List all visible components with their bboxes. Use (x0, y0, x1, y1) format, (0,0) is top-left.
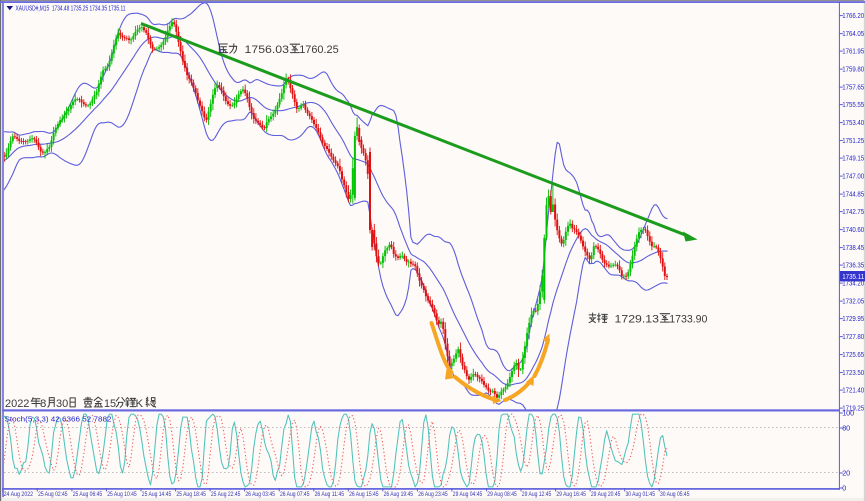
svg-text:1738.45: 1738.45 (842, 243, 864, 252)
svg-text:100: 100 (842, 409, 854, 418)
svg-text:1719.25: 1719.25 (842, 404, 864, 413)
svg-text:XAUUSD#,M15 1734.48 1735.25 1: XAUUSD#,M15 1734.48 1735.25 1734.35 1735… (16, 5, 126, 12)
svg-text:1721.40: 1721.40 (842, 386, 864, 395)
svg-text:26 Aug 11:45: 26 Aug 11:45 (315, 491, 345, 498)
svg-text:1734.20: 1734.20 (842, 279, 864, 288)
svg-text:1727.80: 1727.80 (842, 332, 864, 341)
svg-text:1757.65: 1757.65 (842, 83, 864, 92)
svg-text:1742.75: 1742.75 (842, 207, 864, 216)
svg-text:1759.80: 1759.80 (842, 65, 864, 74)
svg-text:2022: 2022 (5, 398, 29, 410)
svg-text:1764.05: 1764.05 (842, 29, 864, 38)
svg-text:15: 15 (104, 398, 116, 410)
svg-text:30 Aug 01:45: 30 Aug 01:45 (626, 491, 656, 498)
svg-text:24 Aug 2022: 24 Aug 2022 (4, 491, 34, 498)
svg-text:20: 20 (842, 469, 850, 478)
svg-text:25 Aug 02:45: 25 Aug 02:45 (38, 491, 68, 498)
svg-text:1729.13: 1729.13 (615, 313, 660, 325)
svg-text:1733.90: 1733.90 (669, 313, 707, 325)
svg-text:25 Aug 22:45: 25 Aug 22:45 (211, 491, 241, 498)
svg-text:26 Aug 07:45: 26 Aug 07:45 (280, 491, 310, 498)
svg-text:1736.35: 1736.35 (842, 261, 864, 270)
svg-text:26 Aug 23:45: 26 Aug 23:45 (418, 491, 448, 498)
svg-text:1744.85: 1744.85 (842, 190, 864, 199)
svg-text:29 Aug 04:45: 29 Aug 04:45 (453, 491, 483, 498)
svg-text:1729.95: 1729.95 (842, 314, 864, 323)
svg-text:1732.05: 1732.05 (842, 297, 864, 306)
svg-text:26 Aug 15:45: 26 Aug 15:45 (349, 491, 379, 498)
svg-text:25 Aug 10:45: 25 Aug 10:45 (107, 491, 137, 498)
svg-text:K: K (136, 398, 144, 410)
svg-text:1747.00: 1747.00 (842, 172, 864, 181)
svg-text:25 Aug 18:45: 25 Aug 18:45 (176, 491, 206, 498)
svg-text:30: 30 (56, 398, 68, 410)
svg-text:30 Aug 05:45: 30 Aug 05:45 (660, 491, 690, 498)
svg-text:1749.15: 1749.15 (842, 154, 864, 163)
svg-text:1760.25: 1760.25 (299, 44, 339, 56)
svg-text:1723.50: 1723.50 (842, 368, 864, 377)
svg-text:1751.25: 1751.25 (842, 136, 864, 145)
svg-text:25 Aug 06:45: 25 Aug 06:45 (73, 491, 103, 498)
svg-text:1766.20: 1766.20 (842, 11, 864, 20)
svg-text:1761.95: 1761.95 (842, 47, 864, 56)
svg-text:1755.55: 1755.55 (842, 100, 864, 109)
svg-text:29 Aug 16:45: 29 Aug 16:45 (556, 491, 586, 498)
svg-text:26 Aug 19:45: 26 Aug 19:45 (384, 491, 414, 498)
svg-text:25 Aug 14:45: 25 Aug 14:45 (142, 491, 172, 498)
svg-text:80: 80 (842, 424, 850, 433)
svg-text:29 Aug 20:45: 29 Aug 20:45 (591, 491, 621, 498)
svg-text:1756.03: 1756.03 (245, 44, 290, 56)
svg-text:Stoch(5,3,3) 42.6366 52.7882: Stoch(5,3,3) 42.6366 52.7882 (5, 416, 112, 423)
svg-text:29 Aug 08:45: 29 Aug 08:45 (487, 491, 517, 498)
svg-text:1725.65: 1725.65 (842, 350, 864, 359)
svg-text:8: 8 (40, 398, 46, 410)
svg-text:0: 0 (842, 484, 846, 493)
svg-text:26 Aug 03:45: 26 Aug 03:45 (245, 491, 275, 498)
svg-text:1740.60: 1740.60 (842, 225, 864, 234)
svg-text:1735.11: 1735.11 (842, 272, 864, 281)
svg-text:1753.40: 1753.40 (842, 118, 864, 127)
svg-text:29 Aug 12:45: 29 Aug 12:45 (522, 491, 552, 498)
